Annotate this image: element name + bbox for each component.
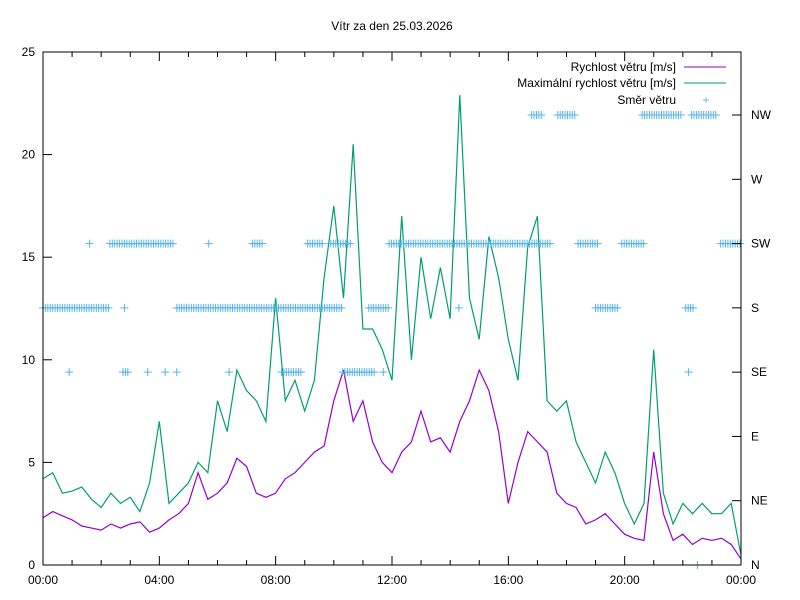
legend: Rychlost větru [m/s] Maximální rychlost … [517, 60, 726, 107]
direction-point [104, 303, 113, 312]
direction-point [454, 303, 463, 312]
x-tick-label: 12:00 [377, 573, 407, 587]
direction-point [639, 239, 648, 248]
legend-label-direction: Směr větru [617, 93, 676, 107]
direction-point [318, 239, 327, 248]
direction-point [370, 368, 379, 377]
y2-tick-label: N [751, 558, 760, 572]
y-tick-label: 5 [28, 455, 35, 469]
direction-point [85, 239, 94, 248]
direction-point [593, 239, 602, 248]
direction-point [384, 303, 393, 312]
x-tick-label: 16:00 [493, 573, 523, 587]
legend-marker-direction: + [702, 93, 709, 107]
y-tick-label: 10 [22, 353, 36, 367]
direction-point [168, 239, 177, 248]
y2-tick-label: W [751, 172, 763, 186]
y-tick-label: 20 [22, 148, 36, 162]
x-tick-label: 04:00 [144, 573, 174, 587]
series-line-max-speed [42, 95, 742, 555]
direction-point [684, 368, 693, 377]
direction-point [161, 368, 170, 377]
axes: 0 5 10 15 20 25 00:00 04:00 08:00 12:00 16:00 20:00… [22, 45, 772, 587]
y2-tick-label: E [751, 429, 759, 443]
direction-point [379, 368, 388, 377]
direction-point [225, 368, 234, 377]
series-line-speed [42, 368, 742, 560]
x-tick-label: 00:00 [726, 573, 756, 587]
direction-point [546, 239, 555, 248]
direction-point [337, 303, 346, 312]
direction-point [143, 368, 152, 377]
direction-point [65, 368, 74, 377]
y-tick-label: 0 [28, 558, 35, 572]
x-tick-label: 20:00 [610, 573, 640, 587]
y2-tick-label: NE [751, 494, 768, 508]
plot-lines [39, 95, 745, 569]
y2-tick-label: SE [751, 365, 767, 379]
direction-point [123, 368, 132, 377]
chart-title: Vítr za den 25.03.2026 [331, 19, 453, 33]
direction-point [676, 111, 685, 119]
legend-label-max-speed: Maximální rychlost větru [m/s] [517, 76, 676, 90]
y2-tick-label: SW [751, 237, 771, 251]
y2-tick-label: S [751, 301, 759, 315]
direction-point [296, 368, 305, 377]
direction-point [570, 111, 579, 119]
y-tick-label: 15 [22, 250, 36, 264]
direction-point [689, 303, 698, 312]
legend-label-speed: Rychlost větru [m/s] [571, 60, 676, 74]
direction-point [613, 303, 622, 312]
direction-point [120, 303, 129, 312]
direction-point [346, 239, 355, 248]
direction-point [537, 111, 546, 119]
y2-tick-label: NW [751, 108, 772, 122]
x-tick-label: 08:00 [261, 573, 291, 587]
direction-point [172, 368, 181, 377]
y-tick-label: 25 [22, 45, 36, 59]
x-tick-label: 00:00 [28, 573, 58, 587]
direction-point [204, 239, 213, 248]
direction-point [258, 239, 267, 248]
direction-point [711, 111, 720, 119]
